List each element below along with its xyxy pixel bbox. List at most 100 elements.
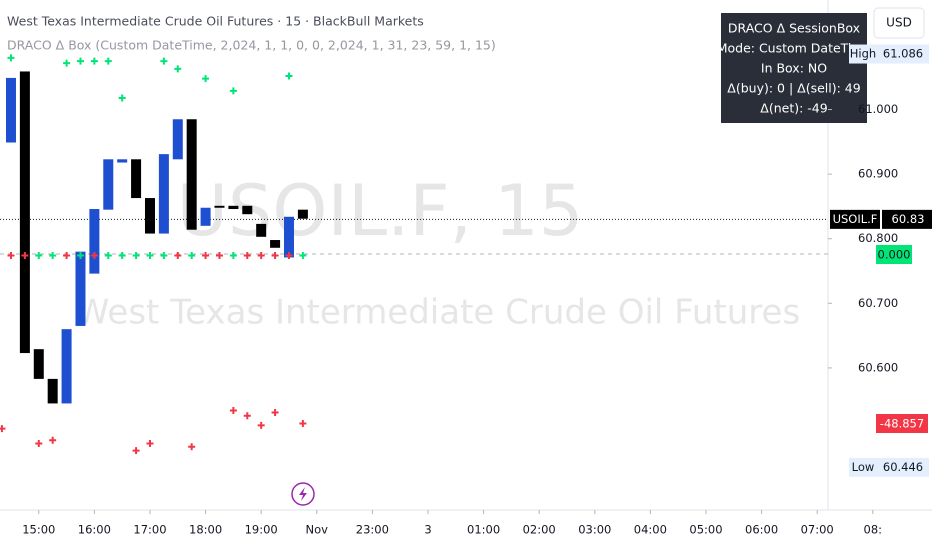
candle-body	[158, 154, 169, 234]
info-line: Δ(net): -49	[760, 101, 827, 116]
info-line: Mode: Custom DateTime	[717, 41, 872, 56]
x-tick-label: 02:00	[523, 523, 556, 537]
x-tick-label: 05:00	[689, 523, 722, 537]
signal-marker	[229, 407, 237, 415]
signal-marker	[146, 252, 154, 260]
signal-marker	[160, 252, 168, 260]
signal-marker	[132, 252, 140, 260]
candle-body	[186, 119, 197, 230]
info-box	[721, 13, 867, 123]
low-label: Low	[852, 460, 875, 474]
signal-marker	[104, 252, 112, 260]
last_price-label-bg	[830, 209, 880, 229]
candle-body	[242, 205, 253, 215]
candle-body	[103, 159, 114, 210]
net-badge-label: -48.857	[880, 417, 924, 431]
candle-body	[283, 216, 294, 258]
signal-marker	[202, 252, 210, 260]
signal-marker	[118, 252, 126, 260]
signal-marker	[160, 57, 168, 65]
x-tick-label: 15:00	[22, 523, 55, 537]
watermark-name: West Texas Intermediate Crude Oil Future…	[76, 293, 800, 333]
candle-body	[19, 71, 30, 354]
event-bolt	[299, 487, 307, 501]
signal-marker	[243, 252, 251, 260]
candle-body	[228, 205, 239, 210]
info-line: In Box: NO	[761, 61, 827, 76]
signal-marker	[0, 425, 6, 433]
x-tick-label: 07:00	[801, 523, 834, 537]
currency-label[interactable]: USD	[886, 16, 912, 30]
x-tick-label: 03:00	[578, 523, 611, 537]
signal-marker	[7, 54, 15, 62]
signal-marker	[271, 252, 279, 260]
candle-body	[117, 159, 128, 163]
x-tick-label: 04:00	[634, 523, 667, 537]
signal-marker	[229, 87, 237, 95]
info-line: Δ(buy): 0 | Δ(sell): 49	[727, 81, 860, 96]
candle-body	[144, 198, 155, 234]
signal-marker	[76, 252, 84, 260]
y-tick-label: 60.700	[858, 296, 898, 310]
signal-marker	[285, 72, 293, 80]
candle-body	[297, 209, 308, 219]
x-tick-label: 17:00	[133, 523, 166, 537]
candle-body	[131, 159, 142, 199]
signal-marker	[174, 252, 182, 260]
signal-marker	[21, 252, 29, 260]
x-tick-label: 08:	[864, 523, 883, 537]
y-tick-label: 60.900	[858, 167, 898, 181]
info-line: DRACO Δ SessionBox	[728, 21, 860, 36]
signal-marker	[49, 252, 57, 260]
signal-marker	[76, 57, 84, 65]
signal-marker	[257, 252, 265, 260]
signal-marker	[132, 447, 140, 455]
net-badge	[876, 414, 928, 433]
signal-marker	[229, 252, 237, 260]
low-value: 60.446	[883, 460, 923, 474]
signal-marker	[174, 65, 182, 73]
signal-marker	[215, 252, 223, 260]
candle-body	[33, 349, 44, 379]
signal-marker	[299, 252, 307, 260]
last_price-value: 60.83	[892, 212, 925, 226]
watermark-symbol: USOIL.F, 15	[177, 170, 584, 252]
signal-marker	[118, 94, 126, 102]
x-tick-label: 16:00	[78, 523, 111, 537]
plot	[0, 54, 828, 455]
signal-marker	[146, 439, 154, 447]
x-tick-label: 18:00	[189, 523, 222, 537]
signal-marker	[243, 412, 251, 420]
signal-marker	[299, 419, 307, 427]
x-tick-label: 01:00	[467, 523, 500, 537]
x-tick-label: 3	[424, 523, 431, 537]
zero-badge	[876, 245, 912, 264]
x-tick-label: Nov	[306, 523, 329, 537]
signal-marker	[63, 252, 71, 260]
header-title: West Texas Intermediate Crude Oil Future…	[7, 14, 424, 29]
y-tick-label: 60.600	[858, 360, 898, 374]
signal-marker	[285, 252, 293, 260]
header-indicator: DRACO Δ Box (Custom DateTime, 2,024, 1, …	[7, 38, 496, 53]
signal-marker	[257, 421, 265, 429]
signal-marker	[188, 252, 196, 260]
signal-marker	[202, 75, 210, 83]
currency-button[interactable]	[873, 7, 925, 39]
low-label-bg	[849, 457, 877, 477]
signal-marker	[104, 57, 112, 65]
signal-marker	[7, 252, 15, 260]
x-tick-label: 19:00	[245, 523, 278, 537]
candle-body	[5, 77, 16, 143]
last_price-label: USOIL.F	[833, 212, 878, 226]
high-value-bg	[877, 44, 929, 64]
candle-body	[172, 119, 183, 160]
signal-marker	[188, 443, 196, 451]
candle-body	[47, 378, 58, 404]
zero-badge-label: 0.000	[878, 248, 911, 262]
low-value-bg	[877, 457, 929, 477]
candle-body	[214, 205, 225, 208]
signal-marker	[90, 252, 98, 260]
high-label: High	[850, 47, 876, 61]
